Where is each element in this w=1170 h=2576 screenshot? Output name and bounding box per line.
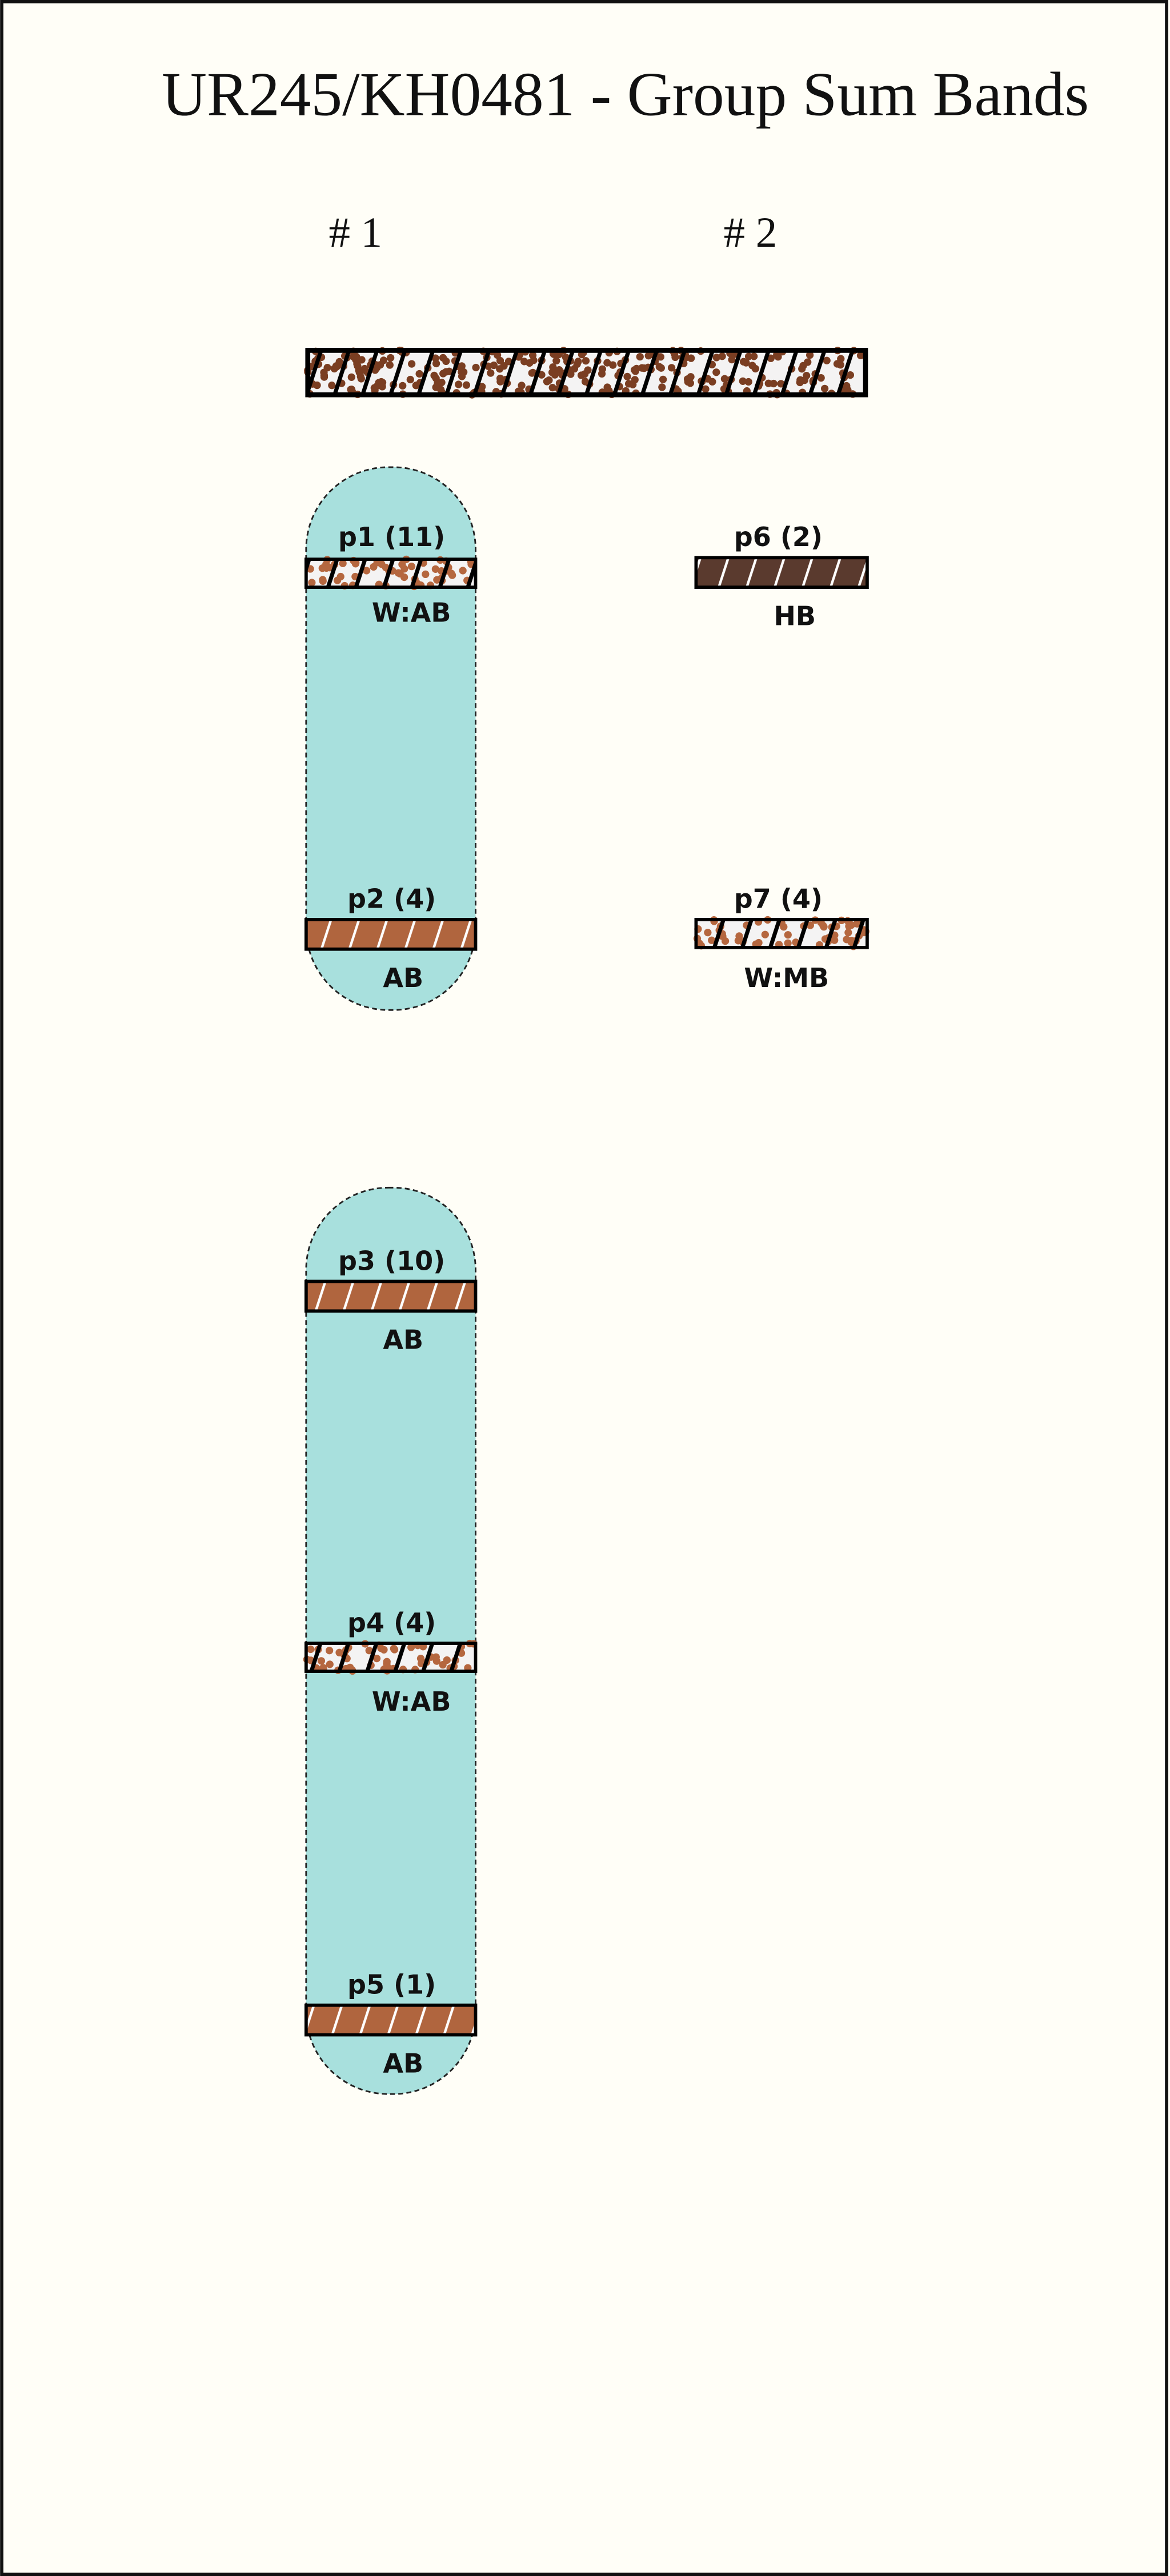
- diagram-title: UR245/KH0481 - Group Sum Bands: [162, 59, 1089, 129]
- band-p7: [693, 916, 870, 950]
- band-type-p4: W:AB: [372, 1686, 451, 1717]
- band-p1: [304, 555, 478, 591]
- bands-layer: p1 (11) W:AB p2 (4) AB p3 (10) AB p4 (4) W:AB p5…: [303, 521, 870, 2079]
- band-type-p2: AB: [383, 962, 423, 993]
- band-label-p6: p6 (2): [734, 521, 823, 552]
- band-label-p1: p1 (11): [338, 521, 445, 552]
- band-label-p3: p3 (10): [338, 1245, 445, 1276]
- band-p5: [304, 2003, 478, 2037]
- band-p3: [304, 1279, 478, 1313]
- band-type-p6: HB: [774, 600, 816, 631]
- column-header-1: # 1: [328, 209, 382, 256]
- band-p2: [304, 918, 478, 951]
- band-p6: [694, 556, 869, 589]
- combined-band-bar: [304, 346, 868, 399]
- band-type-p3: AB: [383, 1325, 423, 1355]
- band-label-p2: p2 (4): [347, 884, 436, 914]
- column-header-2: # 2: [724, 209, 778, 256]
- group-2: [305, 1186, 476, 2095]
- combined-band: [304, 346, 868, 399]
- band-label-p5: p5 (1): [347, 1969, 436, 2000]
- band-type-p1: W:AB: [372, 597, 451, 628]
- band-p4: [303, 1639, 478, 1675]
- group-1: [305, 466, 476, 1011]
- band-type-p7: W:MB: [744, 962, 829, 993]
- band-label-p4: p4 (4): [347, 1607, 436, 1638]
- band-type-p5: AB: [383, 2048, 423, 2079]
- band-label-p7: p7 (4): [734, 884, 823, 914]
